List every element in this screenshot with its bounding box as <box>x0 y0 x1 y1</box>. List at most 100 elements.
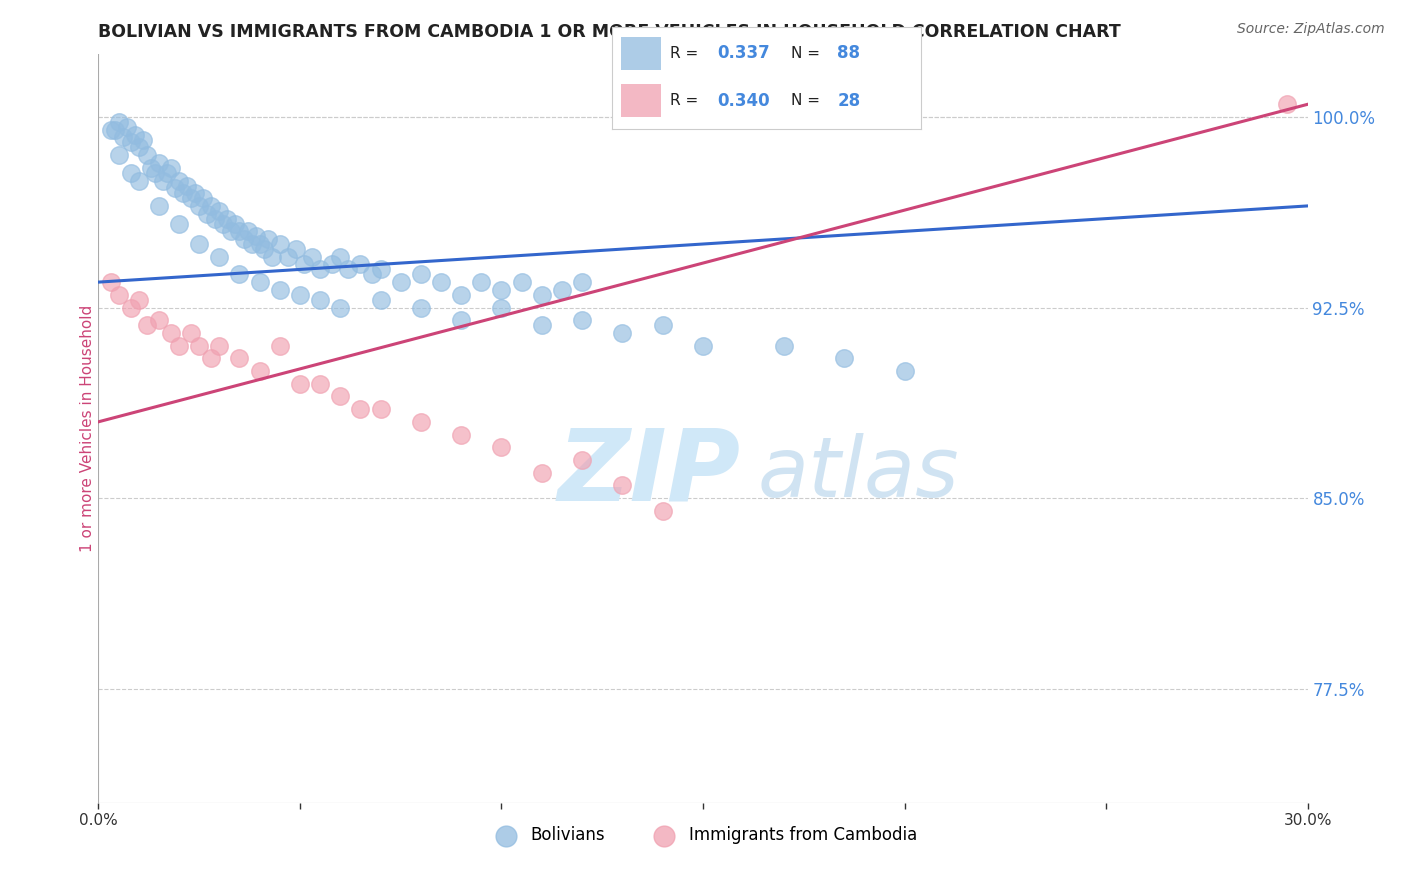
Point <box>309 293 332 307</box>
Point <box>107 115 129 129</box>
Point <box>571 453 593 467</box>
Point <box>167 217 190 231</box>
Text: BOLIVIAN VS IMMIGRANTS FROM CAMBODIA 1 OR MORE VEHICLES IN HOUSEHOLD CORRELATION: BOLIVIAN VS IMMIGRANTS FROM CAMBODIA 1 O… <box>98 23 1121 41</box>
Point <box>148 313 170 327</box>
Text: 0.340: 0.340 <box>717 92 769 110</box>
Point <box>370 293 392 307</box>
Point <box>361 268 384 282</box>
Point <box>167 338 190 352</box>
Point <box>612 326 634 340</box>
Point <box>430 275 453 289</box>
Point <box>193 191 215 205</box>
Point <box>321 257 343 271</box>
Point <box>491 301 513 315</box>
Point <box>180 191 202 205</box>
Point <box>893 364 915 378</box>
Bar <box>621 84 661 117</box>
Point <box>111 130 134 145</box>
Point <box>292 257 315 271</box>
Point <box>120 136 142 150</box>
Text: 0.337: 0.337 <box>717 45 769 62</box>
Point <box>100 122 122 136</box>
Point <box>120 166 142 180</box>
Point <box>139 161 162 175</box>
Point <box>128 140 150 154</box>
Point <box>329 250 352 264</box>
Point <box>284 242 307 256</box>
Point <box>491 283 513 297</box>
Point <box>510 275 533 289</box>
Text: atlas: atlas <box>758 433 959 514</box>
Point <box>309 262 332 277</box>
Point <box>236 224 259 238</box>
Point <box>200 199 222 213</box>
Point <box>337 262 360 277</box>
Point <box>132 133 155 147</box>
Point <box>288 288 311 302</box>
Point <box>349 402 371 417</box>
Point <box>148 199 170 213</box>
Point <box>195 206 218 220</box>
Point <box>832 351 855 366</box>
Text: N =: N = <box>792 45 825 61</box>
Point <box>245 229 267 244</box>
Point <box>409 301 432 315</box>
Point <box>103 122 125 136</box>
Point <box>260 250 283 264</box>
Legend: Bolivians, Immigrants from Cambodia: Bolivians, Immigrants from Cambodia <box>482 820 924 851</box>
Point <box>208 204 231 219</box>
Point <box>115 120 138 135</box>
Text: R =: R = <box>671 93 703 108</box>
Point <box>249 237 271 252</box>
Point <box>470 275 492 289</box>
Point <box>180 326 202 340</box>
Bar <box>621 37 661 70</box>
Point <box>212 217 235 231</box>
Point <box>772 338 794 352</box>
Point <box>156 166 179 180</box>
Text: N =: N = <box>792 93 825 108</box>
Point <box>120 301 142 315</box>
Point <box>232 232 254 246</box>
Point <box>148 155 170 169</box>
Point <box>277 250 299 264</box>
Point <box>450 313 472 327</box>
Point <box>450 427 472 442</box>
Point <box>128 293 150 307</box>
Point <box>208 338 231 352</box>
Y-axis label: 1 or more Vehicles in Household: 1 or more Vehicles in Household <box>80 304 94 552</box>
Point <box>269 237 291 252</box>
Text: ZIP: ZIP <box>558 425 741 522</box>
Point <box>204 211 226 226</box>
Point <box>269 283 291 297</box>
Text: Source: ZipAtlas.com: Source: ZipAtlas.com <box>1237 22 1385 37</box>
Point <box>200 351 222 366</box>
Point <box>176 178 198 193</box>
Point <box>228 351 250 366</box>
Point <box>1277 97 1299 112</box>
Point <box>370 262 392 277</box>
Point <box>253 242 276 256</box>
Point <box>530 318 553 333</box>
Point <box>143 166 166 180</box>
Point <box>135 148 157 162</box>
Point <box>163 181 186 195</box>
Point <box>551 283 574 297</box>
Point <box>217 211 239 226</box>
Point <box>135 318 157 333</box>
Point <box>152 173 174 187</box>
Point <box>288 376 311 391</box>
Point <box>530 466 553 480</box>
Point <box>450 288 472 302</box>
Point <box>160 326 183 340</box>
Point <box>228 224 250 238</box>
Point <box>370 402 392 417</box>
Point <box>221 224 243 238</box>
Point <box>612 478 634 492</box>
Point <box>530 288 553 302</box>
Point <box>309 376 332 391</box>
Point <box>651 318 673 333</box>
Point <box>329 301 352 315</box>
Point <box>249 364 271 378</box>
Point <box>651 504 673 518</box>
